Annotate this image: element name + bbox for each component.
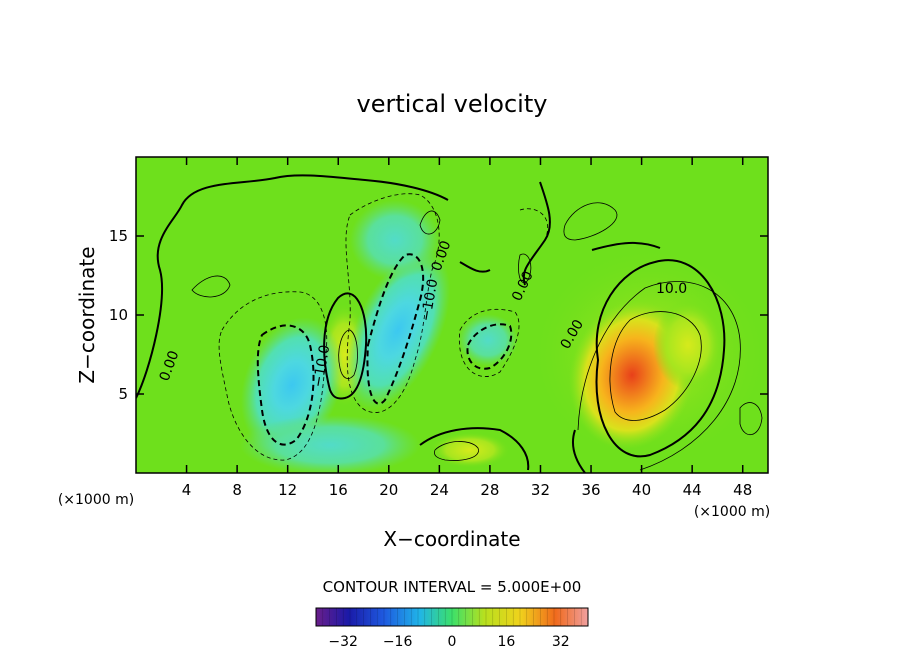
y-tick-label: 5 bbox=[118, 385, 128, 403]
contours-negative bbox=[256, 253, 513, 446]
colorbar-tick-label: −32 bbox=[328, 634, 358, 650]
contours-thin bbox=[191, 202, 763, 471]
x-tick-label: 20 bbox=[379, 481, 398, 499]
contour-label: −10.0 bbox=[418, 278, 441, 323]
x-tick-label: 12 bbox=[278, 481, 297, 499]
x-tick-label: 16 bbox=[329, 481, 348, 499]
x-tick-label: 8 bbox=[232, 481, 242, 499]
contours-thin-dashed bbox=[218, 193, 549, 461]
x-tick-label: 28 bbox=[480, 481, 499, 499]
x-tick-label: 32 bbox=[531, 481, 550, 499]
y-axis: 5 10 15 bbox=[109, 227, 768, 403]
x-tick-label: 36 bbox=[581, 481, 600, 499]
negative-cell-upper bbox=[350, 200, 440, 280]
positive-bottom bbox=[430, 432, 510, 468]
x-tick-label: 48 bbox=[733, 481, 752, 499]
colorbar-tick-label: 16 bbox=[497, 634, 515, 650]
contour-label: −10.0 bbox=[310, 344, 333, 389]
x-axis: 4 8 12 16 20 24 28 32 36 40 44 48 bbox=[182, 157, 752, 499]
negative-cell-28 bbox=[458, 314, 518, 366]
colorbar-tick-label: 0 bbox=[448, 634, 457, 650]
contour-label: 10.0 bbox=[656, 281, 687, 297]
negative-cell-21 bbox=[345, 250, 451, 410]
plot-area bbox=[136, 157, 768, 473]
chart-title: vertical velocity bbox=[357, 90, 548, 118]
y-tick-label: 15 bbox=[109, 227, 128, 245]
colorbar-tick-label: 32 bbox=[552, 634, 570, 650]
x-tick-label: 24 bbox=[430, 481, 449, 499]
x-tick-label: 44 bbox=[683, 481, 702, 499]
x-tick-label: 40 bbox=[632, 481, 651, 499]
x-unit-label: (×1000 m) bbox=[694, 504, 770, 520]
x-tick-label: 4 bbox=[182, 481, 192, 499]
colorbar-ticks: −32 −16 0 16 32 bbox=[328, 634, 569, 650]
positive-lobe bbox=[653, 300, 723, 390]
y-axis-label: Z−coordinate bbox=[75, 246, 99, 383]
colorbar-stripes bbox=[322, 608, 582, 626]
colorbar: −32 −16 0 16 32 bbox=[315, 607, 589, 650]
z-unit-label: (×1000 m) bbox=[58, 492, 134, 508]
y-tick-label: 10 bbox=[109, 306, 128, 324]
negative-cell-bottom bbox=[240, 415, 420, 473]
colorbar-bar bbox=[315, 607, 589, 627]
x-axis-label: X−coordinate bbox=[383, 527, 520, 551]
contour-interval-label: CONTOUR INTERVAL = 5.000E+00 bbox=[323, 578, 582, 596]
colorbar-tick-label: −16 bbox=[383, 634, 413, 650]
